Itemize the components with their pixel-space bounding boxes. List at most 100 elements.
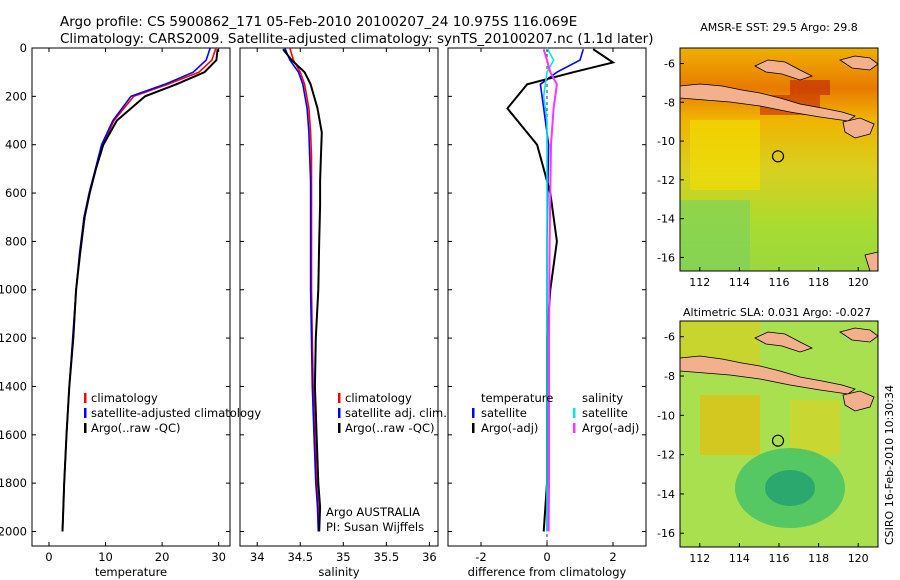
argo-location-marker [771, 434, 785, 447]
sst-cool-patch [680, 200, 750, 271]
series-argo-raw-qc [61, 49, 219, 532]
y-tick-label: 800 [5, 234, 27, 248]
series-satellite-adj-clim [284, 47, 320, 532]
legend-label-sal-satellite: satellite [582, 406, 628, 420]
small-islands-land [754, 327, 878, 353]
java-bali-lombok-land [680, 355, 856, 395]
java-bali-lombok-land [680, 83, 856, 122]
sst-warm-patch [790, 80, 830, 95]
y-tick-label: 0 [20, 41, 27, 55]
legend-swatch-sal-argo [573, 423, 576, 433]
legend-swatch-sal-satellite [573, 408, 576, 418]
series-climatology [289, 47, 320, 532]
annotation-pi: PI: Susan Wijffels [326, 520, 424, 534]
legend-swatch-satellite [338, 408, 341, 418]
x-tick-label: 118 [808, 552, 829, 565]
small-islands-land [754, 55, 878, 271]
x-tick-label: 116 [769, 276, 790, 289]
temperature-plot: 0 10 20 30 temperature 0 200 400 600 800 1000 1200 1… [0, 41, 230, 579]
series-argo-raw-qc [282, 48, 323, 532]
x-tick-label: 112 [689, 552, 710, 565]
y-tick-label: -6 [664, 58, 675, 71]
argo-location-marker [771, 150, 785, 163]
legend-header-salinity: salinity [582, 391, 623, 405]
sla-high-patch [700, 395, 760, 455]
x-tick-label: 112 [689, 276, 710, 289]
y-tick-label: -16 [657, 251, 675, 264]
x-tick-label: 30 [211, 550, 226, 564]
x-axis-label: temperature [95, 565, 167, 579]
x-tick-label: 118 [808, 276, 829, 289]
x-tick-label: 20 [155, 550, 170, 564]
legend-label-argo: Argo(..raw -QC) [91, 421, 181, 435]
y-tick-label: 2000 [0, 524, 27, 538]
y-tick-label: -14 [657, 488, 675, 501]
sumba-land [842, 390, 875, 412]
x-tick-label: 35.5 [374, 550, 400, 564]
x-tick-label: 0 [543, 550, 550, 564]
x-tick-label: -2 [475, 550, 486, 564]
y-tick-label: -6 [664, 331, 675, 344]
y-tick-label: 1000 [0, 283, 27, 297]
legend-header-temperature: temperature [481, 391, 553, 405]
legend-swatch-temp-argo [472, 423, 475, 433]
sst_map-axes: 112 114 116 118 120 -6 -8 -10 -12 -14 -16 [657, 58, 869, 289]
header-line-2: Climatology: CARS2009. Satellite-adjuste… [60, 31, 653, 47]
x-tick-label: 120 [848, 276, 869, 289]
legend-swatch-argo [84, 423, 87, 433]
salinity-plot: 34 34.5 35 35.5 36 salinity [240, 47, 438, 579]
credit-stamp: CSIRO 16-Feb-2010 10:30:34 [883, 385, 896, 545]
legend-swatch-satellite [84, 408, 87, 418]
y-tick-label: 1200 [0, 331, 27, 345]
x-tick-label: 116 [769, 552, 790, 565]
series-salinity-argo-adj [542, 48, 558, 532]
legend-swatch-temp-satellite [472, 408, 475, 418]
temperature-legend: climatology satellite-adjusted climatolo… [84, 391, 261, 435]
legend-label-temp-satellite: satellite [481, 406, 527, 420]
x-tick-label: 114 [729, 552, 750, 565]
x-tick-label: 120 [848, 552, 869, 565]
y-tick-label: 1800 [0, 476, 27, 490]
legend-label-climatology: climatology [345, 391, 412, 405]
sla-high-patch [790, 400, 840, 455]
legend-label-satellite: satellite adj. clim. [345, 406, 447, 420]
y-tick-label: -12 [657, 449, 675, 462]
legend-label-satellite: satellite-adjusted climatology [91, 406, 261, 420]
y-tick-label: -16 [657, 527, 675, 540]
x-tick-label: 36 [422, 550, 437, 564]
annotation-institution: Argo AUSTRALIA [326, 505, 420, 519]
x-axis-label: salinity [318, 565, 359, 579]
sla-map-title: Altimetric SLA: 0.031 Argo: -0.027 [683, 306, 871, 319]
temperature-axes [31, 47, 231, 547]
salinity-legend: climatology satellite adj. clim. Argo(..… [326, 391, 447, 534]
sla_map-axes: 112 114 116 118 120 -6 -8 -10 -12 -14 -16 [657, 331, 869, 565]
difference-legend: temperature salinity satellite Argo(-adj… [472, 391, 639, 435]
header-line-1: Argo profile: CS 5900862_171 05-Feb-2010… [60, 14, 577, 30]
series-salinity-satellite [542, 47, 555, 532]
legend-label-climatology: climatology [91, 391, 158, 405]
x-tick-label: 0 [45, 550, 52, 564]
legend-swatch-argo [338, 423, 341, 433]
y-tick-label: -14 [657, 213, 675, 226]
y-tick-label: 200 [5, 89, 27, 103]
legend-swatch-climatology [84, 393, 87, 403]
sst-map-title: AMSR-E SST: 29.5 Argo: 29.8 [700, 21, 858, 34]
sla-map [680, 321, 878, 547]
legend-label-sal-argo: Argo(-adj) [582, 421, 639, 435]
legend-swatch-climatology [338, 393, 341, 403]
sla-low-core [765, 470, 815, 506]
x-tick-label: 10 [98, 550, 113, 564]
y-tick-label: 1600 [0, 428, 27, 442]
y-tick-label: -8 [664, 96, 675, 109]
y-tick-label: 400 [5, 138, 27, 152]
x-tick-label: 114 [729, 276, 750, 289]
salinity-axes [239, 47, 439, 547]
y-tick-label: -10 [657, 409, 675, 422]
y-tick-label: 600 [5, 186, 27, 200]
y-tick-label: -8 [664, 370, 675, 383]
sumba-land [842, 117, 875, 139]
x-tick-label: 34.5 [287, 550, 313, 564]
x-tick-label: 2 [609, 550, 616, 564]
